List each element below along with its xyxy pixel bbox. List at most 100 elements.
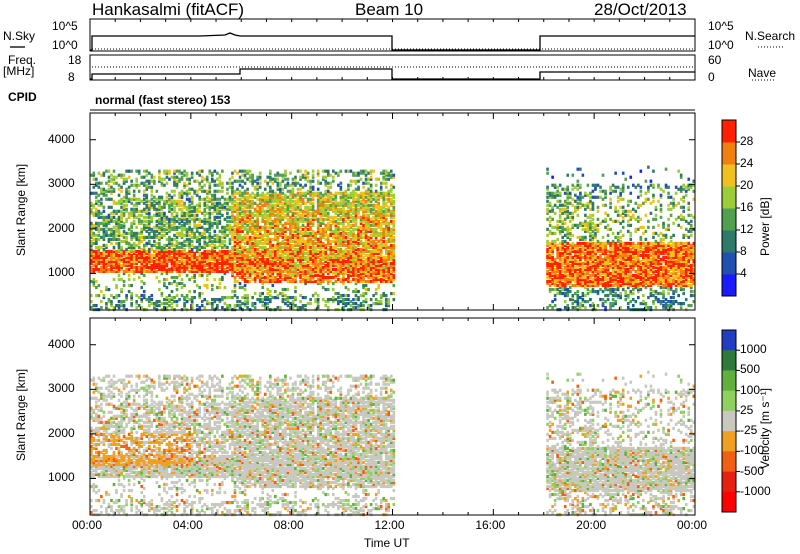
power-cell — [291, 199, 295, 203]
power-cell — [256, 227, 259, 231]
power-cell — [314, 241, 317, 246]
power-cell — [311, 197, 315, 201]
power-cell — [329, 249, 333, 254]
power-cell — [354, 215, 358, 219]
power-cell — [276, 203, 280, 207]
power-cell — [256, 175, 259, 179]
power-cell — [155, 201, 159, 205]
power-cell — [367, 253, 370, 258]
power-cell — [261, 271, 265, 276]
power-cell — [334, 229, 338, 233]
power-cell — [299, 203, 302, 207]
power-cell — [551, 267, 554, 272]
power-cell — [349, 233, 353, 237]
power-cell — [97, 257, 101, 262]
power-cell — [243, 303, 247, 308]
power-cell — [261, 245, 265, 250]
power-cell — [284, 247, 287, 252]
power-cell — [304, 269, 307, 274]
power-cell — [284, 215, 287, 219]
power-cell — [236, 235, 239, 239]
power-cell — [208, 301, 212, 306]
power-cell — [137, 259, 141, 264]
power-cell — [102, 251, 106, 256]
power-cell — [233, 279, 237, 284]
power-cell — [251, 225, 254, 229]
power-cell — [142, 223, 146, 227]
power-cell — [299, 299, 302, 304]
power-cell — [274, 253, 277, 258]
power-cell — [150, 175, 154, 179]
power-cell — [193, 257, 196, 262]
power-cell — [357, 261, 360, 266]
power-cell — [558, 247, 562, 252]
power-cell — [369, 193, 373, 197]
power-cell — [110, 301, 113, 306]
power-cell — [268, 213, 272, 217]
power-cell — [314, 257, 317, 262]
power-cell — [279, 187, 282, 191]
power-cell — [369, 195, 373, 199]
power-cell — [216, 201, 219, 205]
power-cell — [223, 207, 227, 211]
power-cell — [198, 241, 201, 246]
power-cell — [241, 225, 244, 229]
power-cell — [246, 213, 249, 217]
power-cell — [301, 215, 305, 219]
power-cell — [243, 197, 247, 201]
power-cell — [102, 263, 106, 268]
power-cell — [163, 229, 166, 233]
power-cell — [359, 199, 363, 203]
power-cell — [296, 169, 300, 173]
power-cell — [387, 171, 391, 175]
power-cell — [253, 213, 257, 217]
power-cell — [392, 211, 396, 215]
power-cell — [354, 193, 358, 197]
power-cell — [352, 289, 355, 294]
power-cell — [291, 223, 295, 227]
power-cell — [342, 299, 345, 304]
power-cell — [180, 207, 184, 211]
power-cell — [205, 227, 209, 231]
power-cell — [216, 297, 219, 302]
power-cell — [246, 177, 249, 181]
power-cell — [142, 235, 146, 239]
power-cell — [268, 203, 272, 207]
power-cell — [387, 261, 391, 266]
power-cell — [372, 263, 375, 268]
power-cell — [321, 261, 325, 266]
power-cell — [115, 229, 118, 233]
power-cell — [289, 259, 292, 264]
power-cell — [173, 295, 176, 300]
power-cell — [306, 199, 310, 203]
power-cell — [347, 199, 350, 203]
power-cell — [389, 233, 393, 237]
power-cell — [263, 231, 267, 235]
power-cell — [556, 193, 559, 197]
power-cell — [379, 223, 383, 227]
power-cell — [392, 257, 396, 262]
power-cell — [309, 221, 312, 225]
power-cell — [279, 291, 282, 296]
power-cell — [140, 265, 144, 270]
power-cell — [352, 305, 355, 310]
power-cell — [173, 207, 176, 211]
power-cell — [551, 217, 554, 221]
power-cell — [367, 177, 370, 181]
power-cell — [321, 217, 325, 221]
power-cell — [289, 271, 292, 276]
power-cell — [248, 241, 252, 246]
power-cell — [364, 201, 368, 205]
power-cell — [266, 261, 270, 266]
power-cell — [147, 303, 151, 308]
power-cell — [248, 217, 252, 221]
power-cell — [364, 247, 368, 252]
power-cell — [359, 231, 363, 235]
power-cell — [117, 209, 121, 213]
power-cell — [221, 269, 224, 274]
power-cell — [216, 303, 219, 308]
power-cell — [266, 253, 270, 258]
power-cell — [309, 231, 312, 235]
power-cell — [561, 241, 564, 246]
power-cell — [384, 265, 388, 270]
